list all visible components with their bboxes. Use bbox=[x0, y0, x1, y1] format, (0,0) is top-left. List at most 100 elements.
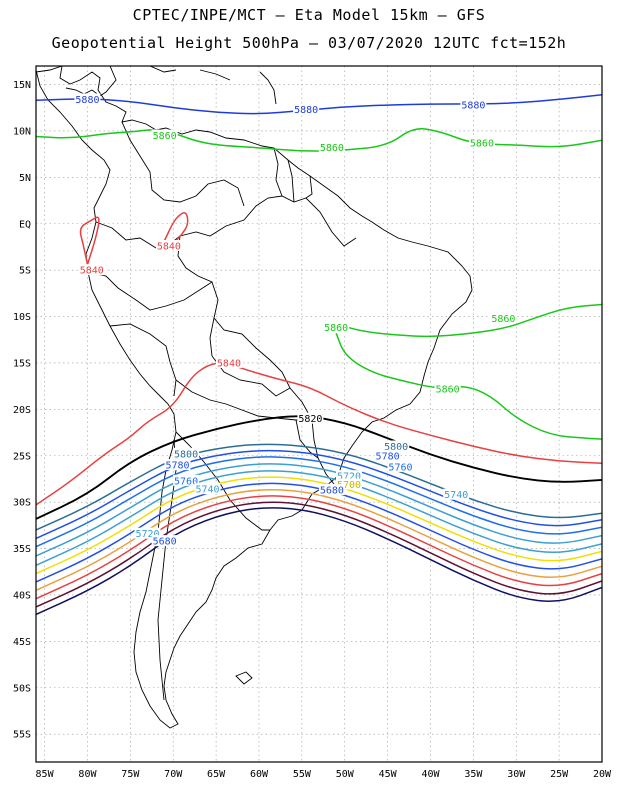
contour-line-5840 bbox=[36, 362, 602, 506]
central-america-coastline bbox=[36, 66, 117, 97]
lon-tick-label: 85W bbox=[36, 769, 55, 780]
contour-label-bg bbox=[323, 321, 350, 333]
contour-label-bg bbox=[336, 478, 363, 490]
contour-line-5600 bbox=[36, 507, 602, 616]
contour-line-5760 bbox=[36, 456, 602, 548]
contour-label-bg bbox=[155, 240, 182, 252]
contour-label-5680: 5680 bbox=[153, 537, 177, 548]
lon-tick-label: 55W bbox=[293, 769, 312, 780]
brazil-border bbox=[177, 195, 357, 485]
lat-tick-label: EQ bbox=[19, 219, 31, 230]
lon-tick-label: 45W bbox=[379, 769, 398, 780]
lat-tick-label: 25S bbox=[13, 451, 31, 462]
contour-label-bg bbox=[434, 382, 461, 394]
contour-line-5860 bbox=[335, 333, 602, 440]
contour-label-bg bbox=[387, 460, 414, 472]
contour-label-5820: 5820 bbox=[298, 414, 322, 425]
chart-title: CPTEC/INPE/MCT – Eta Model 15km – GFS bbox=[132, 6, 486, 24]
lat-tick-label: 10N bbox=[13, 126, 31, 137]
contour-label-5720: 5720 bbox=[135, 529, 159, 540]
contour-label-5680: 5680 bbox=[320, 486, 344, 497]
contour-label-5840: 5840 bbox=[80, 266, 104, 277]
contour-label-5860: 5860 bbox=[320, 143, 344, 154]
lon-tick-label: 80W bbox=[78, 769, 97, 780]
lat-tick-label: 35S bbox=[13, 544, 31, 555]
contour-label-bg bbox=[151, 535, 178, 547]
contour-label-5840: 5840 bbox=[217, 358, 241, 369]
contour-label-bg bbox=[468, 137, 495, 149]
lon-tick-label: 75W bbox=[121, 769, 140, 780]
contour-label-5860: 5860 bbox=[470, 139, 494, 150]
contour-line-5880 bbox=[36, 94, 602, 115]
lat-tick-label: 20S bbox=[13, 405, 31, 416]
contour-label-5800: 5800 bbox=[174, 449, 198, 460]
lat-tick-label: 10S bbox=[13, 312, 31, 323]
contour-line-5840 bbox=[79, 216, 100, 265]
contour-label-5860: 5860 bbox=[436, 384, 460, 395]
contour-label-5740: 5740 bbox=[195, 485, 219, 496]
chart-subtitle: Geopotential Height 500hPa – 03/07/2020 … bbox=[51, 34, 567, 52]
contour-label-bg bbox=[374, 449, 401, 461]
contour-line-5840 bbox=[163, 212, 189, 243]
lon-tick-label: 60W bbox=[250, 769, 269, 780]
contour-line-5860 bbox=[335, 303, 602, 338]
contour-label-5880: 5880 bbox=[75, 95, 99, 106]
axis-labels: 15N 10N 5N EQ 5S 10S 15S 20S 25S 30S 35S 40S 45S 50S 5… bbox=[13, 80, 612, 780]
lat-tick-label: 15S bbox=[13, 358, 31, 369]
lat-tick-label: 40S bbox=[13, 590, 31, 601]
contour-line-5700 bbox=[36, 476, 602, 575]
contour-label-bg bbox=[134, 527, 161, 539]
lon-tick-label: 65W bbox=[207, 769, 226, 780]
lat-tick-label: 5N bbox=[19, 173, 31, 184]
contour-line-5800 bbox=[36, 443, 602, 531]
lon-tick-label: 40W bbox=[421, 769, 440, 780]
lat-tick-label: 5S bbox=[19, 266, 31, 277]
contour-label-bg bbox=[383, 440, 410, 452]
contour-label-bg bbox=[194, 483, 221, 495]
contour-line-5780 bbox=[36, 449, 602, 540]
lat-tick-label: 45S bbox=[13, 637, 31, 648]
contour-label-5740: 5740 bbox=[444, 490, 468, 501]
contour-label-5780: 5780 bbox=[376, 451, 400, 462]
contour-label-5840: 5840 bbox=[157, 242, 181, 253]
contour-label-bg bbox=[318, 141, 345, 153]
contour-label-5860: 5860 bbox=[153, 131, 177, 142]
contour-label-5860: 5860 bbox=[324, 323, 348, 334]
contour-label-5700: 5700 bbox=[337, 480, 361, 491]
caribbean-islands bbox=[149, 66, 277, 105]
lon-tick-label: 20W bbox=[593, 769, 612, 780]
lon-tick-label: 25W bbox=[550, 769, 569, 780]
contour-label-bg bbox=[151, 129, 178, 141]
contour-label-bg bbox=[173, 447, 200, 459]
contour-label-bg bbox=[173, 474, 200, 486]
contour-label-bg bbox=[490, 312, 517, 324]
lat-tick-label: 30S bbox=[13, 498, 31, 509]
lat-tick-label: 15N bbox=[13, 80, 31, 91]
lon-tick-label: 50W bbox=[336, 769, 355, 780]
contour-label-bg bbox=[297, 412, 324, 424]
contour-label-5860: 5860 bbox=[491, 314, 515, 325]
lat-tick-label: 50S bbox=[13, 683, 31, 694]
venezuela-guianas-borders bbox=[121, 121, 313, 207]
contour-label-5880: 5880 bbox=[294, 105, 318, 116]
contour-labels: 5880 5880 5880 5860 5860 5860 5860 5860 5860 5840… bbox=[74, 93, 517, 548]
lon-tick-label: 35W bbox=[464, 769, 483, 780]
contour-label-bg bbox=[460, 98, 487, 110]
lon-tick-label: 70W bbox=[164, 769, 183, 780]
contour-label-5780: 5780 bbox=[165, 461, 189, 472]
contour-label-bg bbox=[336, 470, 363, 482]
contour-label-5880: 5880 bbox=[461, 100, 485, 111]
contour-label-bg bbox=[443, 488, 470, 500]
contour-label-5720: 5720 bbox=[337, 472, 361, 483]
contour-label-bg bbox=[78, 264, 105, 276]
contour-line-5720 bbox=[36, 470, 602, 566]
lon-tick-label: 30W bbox=[507, 769, 526, 780]
contour-label-5760: 5760 bbox=[174, 476, 198, 487]
contour-label-5800: 5800 bbox=[384, 442, 408, 453]
contour-label-bg bbox=[318, 484, 345, 496]
lat-tick-label: 55S bbox=[13, 730, 31, 741]
falklands bbox=[235, 671, 253, 685]
south-america-coastline bbox=[36, 66, 473, 729]
contour-label-5760: 5760 bbox=[388, 462, 412, 473]
